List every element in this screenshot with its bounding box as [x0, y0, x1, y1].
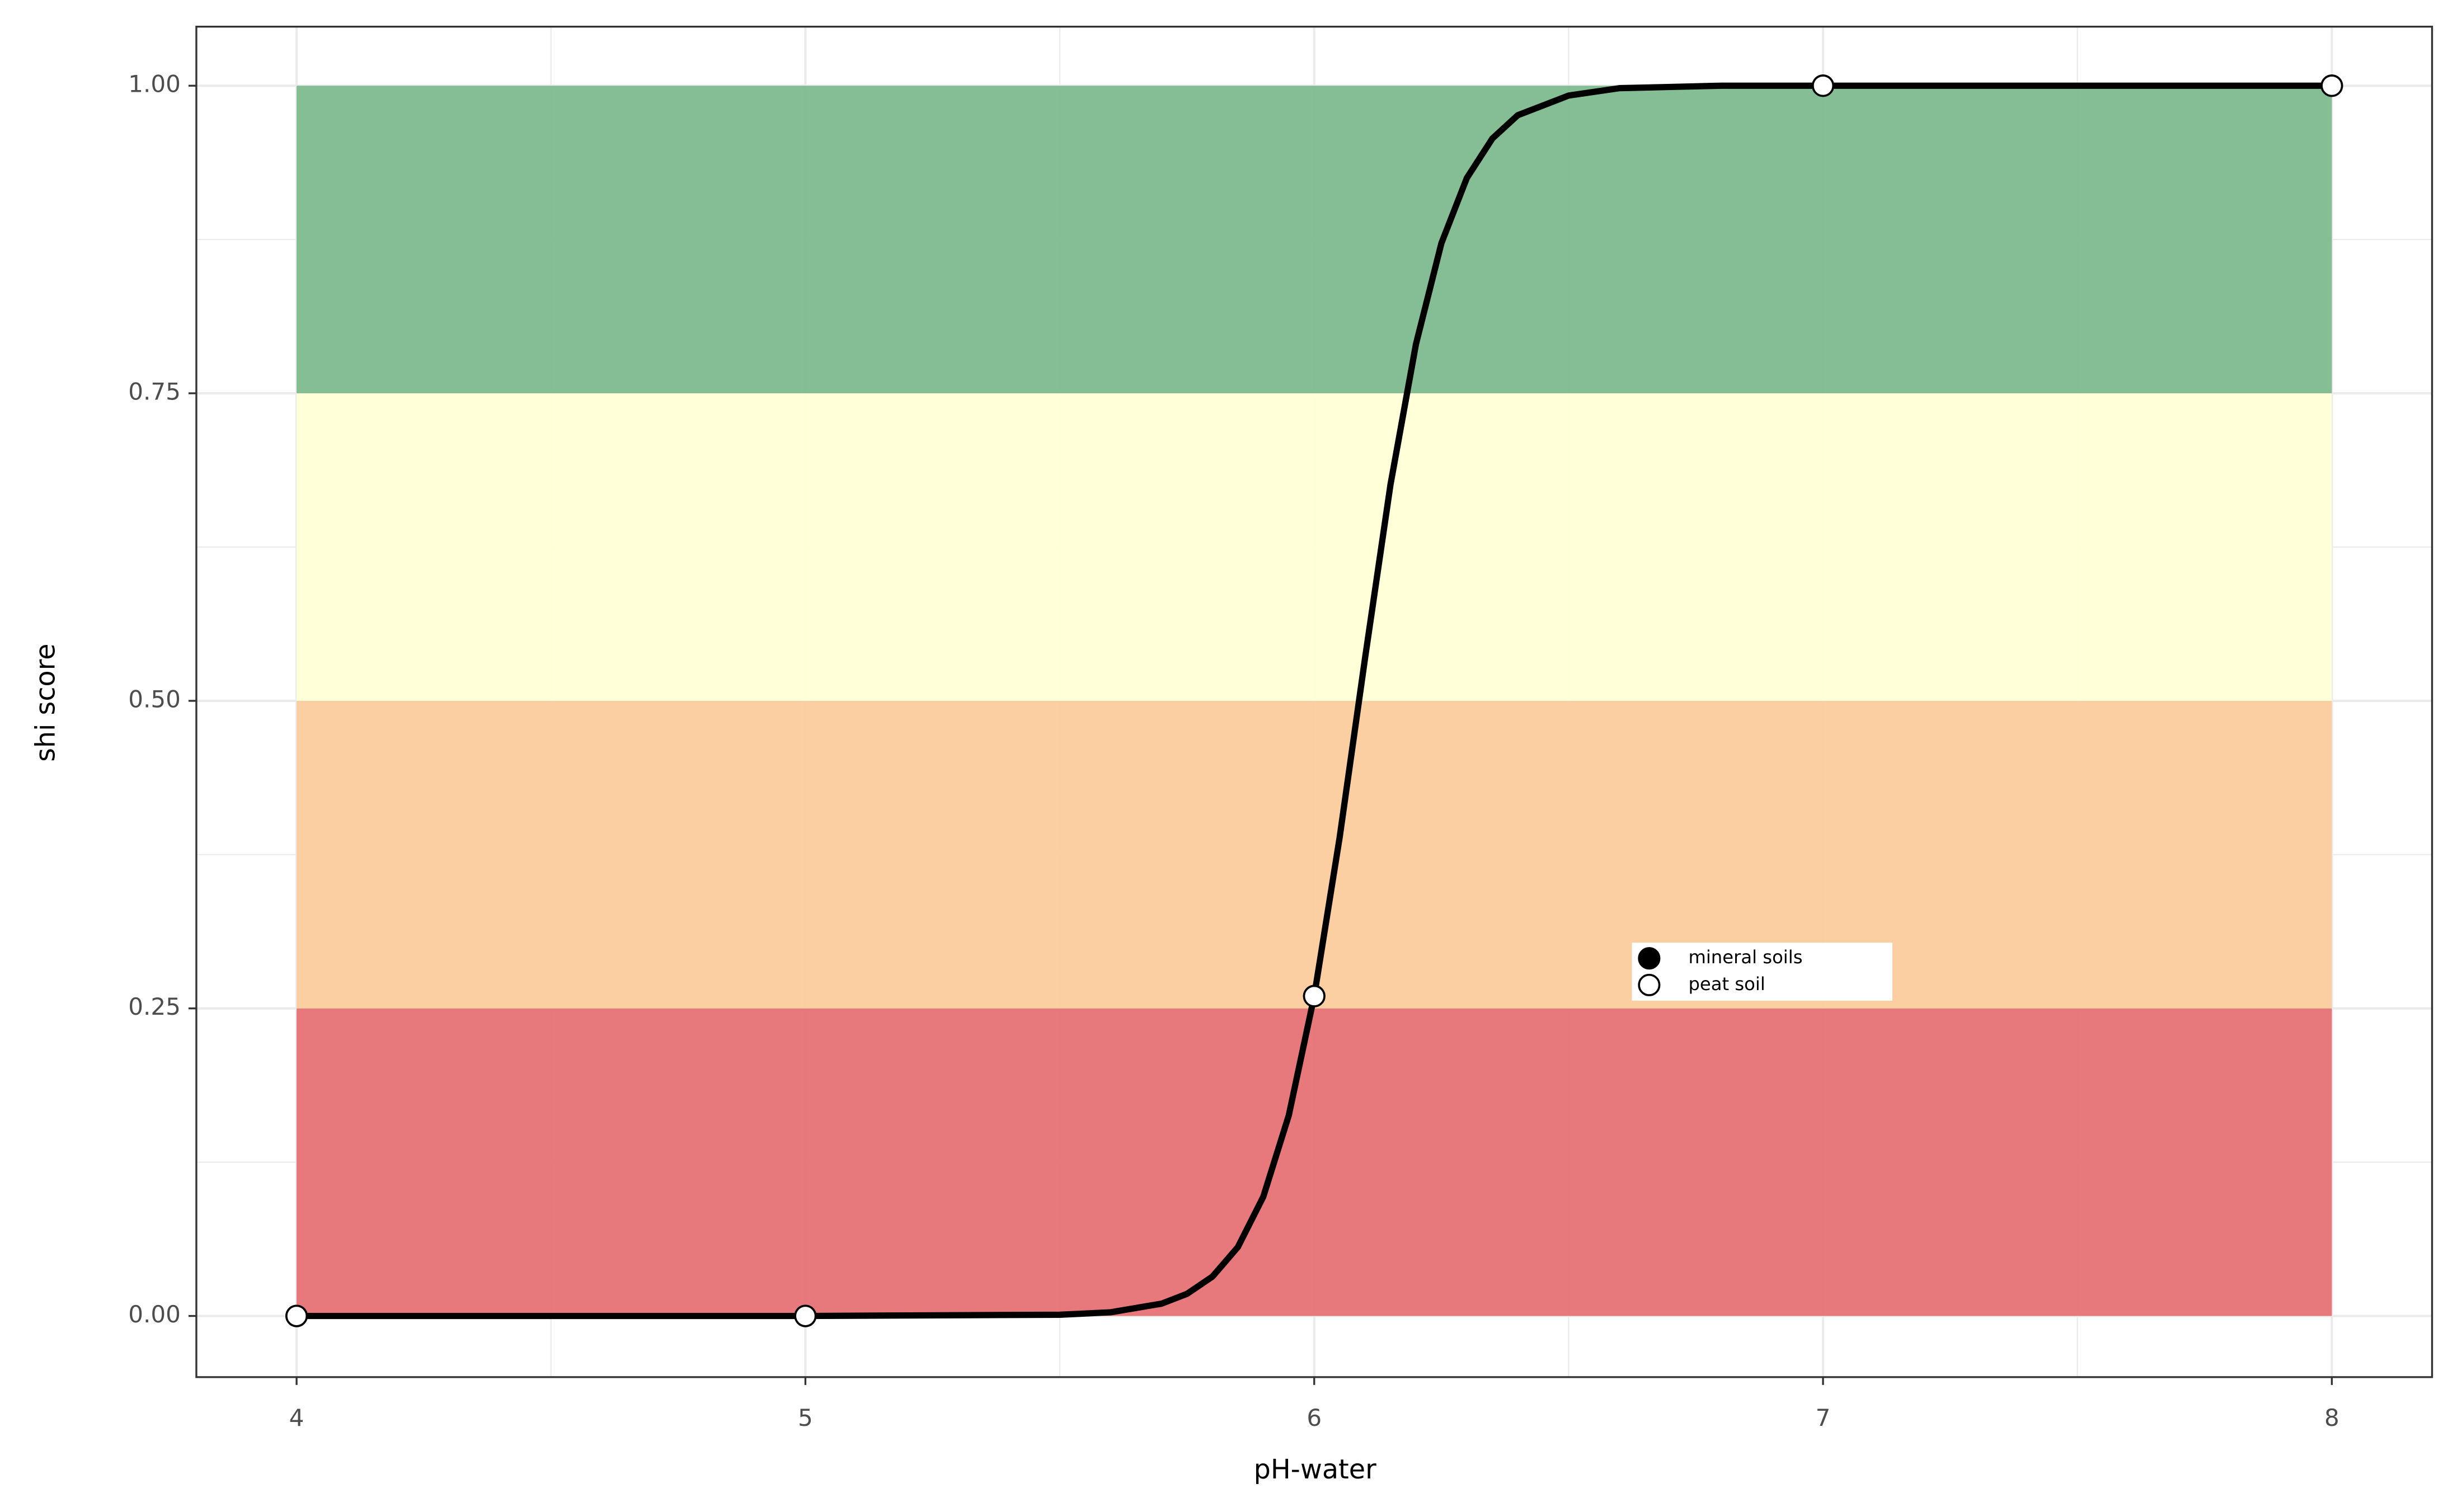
point	[285, 1304, 308, 1327]
x-tick-label: 7	[1816, 1404, 1831, 1431]
y-axis-title: shi score	[31, 643, 62, 761]
band	[297, 393, 2332, 701]
y-tick-label: 0.00	[128, 1301, 181, 1328]
legend-background	[1632, 943, 1892, 1001]
legend: mineral soils peat soil	[1632, 943, 1892, 1001]
point	[2320, 74, 2343, 97]
x-tick-label: 8	[2324, 1404, 2339, 1431]
y-tick-label: 0.50	[128, 685, 181, 713]
band	[297, 700, 2332, 1009]
point	[1812, 74, 1835, 97]
x-tick-label: 4	[289, 1404, 304, 1431]
y-tick-label: 0.75	[128, 378, 181, 406]
point	[794, 1304, 817, 1327]
x-tick-label: 5	[798, 1404, 813, 1431]
band	[297, 1008, 2332, 1316]
y-tick-label: 0.25	[128, 993, 181, 1020]
legend-key	[1638, 947, 1661, 970]
legend-label: peat soil	[1688, 973, 1765, 995]
legend-key	[1638, 973, 1661, 996]
legend-label: mineral soils	[1688, 946, 1802, 968]
curve	[297, 82, 2332, 1320]
x-axis-title: pH-water	[1254, 1454, 1376, 1485]
y-tick-label: 1.00	[128, 70, 181, 98]
x-tick-label: 6	[1307, 1404, 1322, 1431]
band	[297, 86, 2332, 394]
point	[1303, 985, 1326, 1007]
